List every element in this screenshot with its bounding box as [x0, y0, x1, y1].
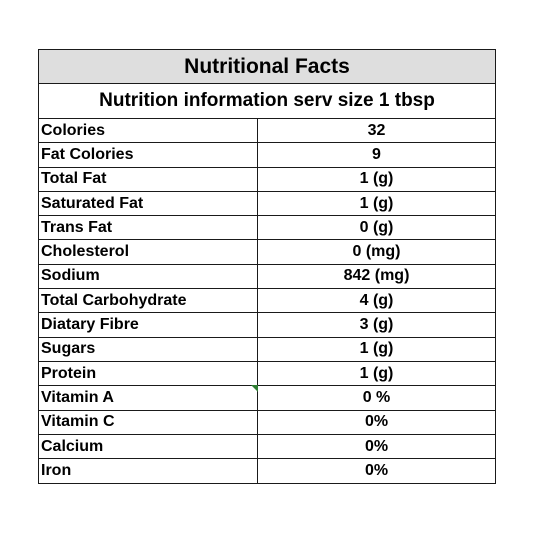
table-row-trans-fat: Trans Fat 0 (g): [39, 216, 495, 241]
row-label: Vitamin C: [39, 410, 258, 434]
table-row-protein: Protein 1 (g): [39, 361, 495, 387]
table-row-sodium: Sodium 842 (mg): [39, 264, 495, 290]
table-row-calcium: Calcium 0%: [39, 434, 495, 460]
row-label: Vitamin A: [39, 385, 258, 410]
row-value: 32: [367, 121, 386, 139]
row-value: 0%: [364, 437, 389, 455]
table-row-vitamin-c: Vitamin C 0%: [39, 410, 495, 435]
table-row-cholesterol: Cholesterol 0 (mg): [39, 240, 495, 265]
table-row-fat-calories: Fat Colories 9: [39, 143, 495, 168]
row-value: 0%: [364, 462, 389, 480]
row-value: 1 (g): [359, 170, 394, 188]
row-label: Calcium: [39, 434, 258, 459]
row-label: Iron: [39, 459, 258, 484]
row-label: Trans Fat: [39, 216, 258, 240]
nutrition-facts-table: Nutritional Facts Nutrition information …: [38, 49, 496, 485]
cell-corner-marker: [251, 385, 258, 393]
table-row-calories: Colories 32: [39, 119, 495, 144]
row-label: Protein: [39, 361, 258, 386]
table-row-iron: Iron 0%: [39, 459, 495, 484]
row-value: 3 (g): [359, 316, 394, 334]
row-value: 842 (mg): [343, 267, 410, 285]
row-label: Total Fat: [39, 167, 258, 191]
row-value: 0 %: [362, 388, 391, 406]
row-value: 0 (g): [359, 218, 394, 236]
row-label: Diatary Fibre: [39, 313, 258, 337]
table-row-saturated-fat: Saturated Fat 1 (g): [39, 191, 495, 217]
table-title: Nutritional Facts: [39, 50, 495, 84]
row-value: 1 (g): [359, 340, 394, 358]
row-label: Colories: [39, 119, 258, 143]
row-value: 0 (mg): [352, 243, 401, 261]
row-label: Saturated Fat: [39, 191, 258, 216]
row-label: Total Carbohydrate: [39, 289, 258, 313]
row-label: Sugars: [39, 337, 258, 361]
row-value: 4 (g): [359, 291, 394, 309]
table-row-dietary-fibre: Diatary Fibre 3 (g): [39, 313, 495, 338]
table-row-sugars: Sugars 1 (g): [39, 337, 495, 362]
row-label: Sodium: [39, 264, 258, 289]
row-value: 1 (g): [359, 194, 394, 212]
row-value: 1 (g): [359, 364, 394, 382]
table-row-total-fat: Total Fat 1 (g): [39, 167, 495, 192]
table-row-vitamin-a: Vitamin A 0 %: [39, 385, 495, 411]
row-value: 0%: [364, 413, 389, 431]
row-label: Cholesterol: [39, 240, 258, 264]
row-label: Fat Colories: [39, 143, 258, 167]
table-subtitle: Nutrition information serv size 1 tbsp: [39, 84, 495, 119]
row-value: 9: [372, 145, 381, 163]
table-row-total-carbohydrate: Total Carbohydrate 4 (g): [39, 289, 495, 314]
row-label-text: Vitamin A: [41, 388, 114, 406]
